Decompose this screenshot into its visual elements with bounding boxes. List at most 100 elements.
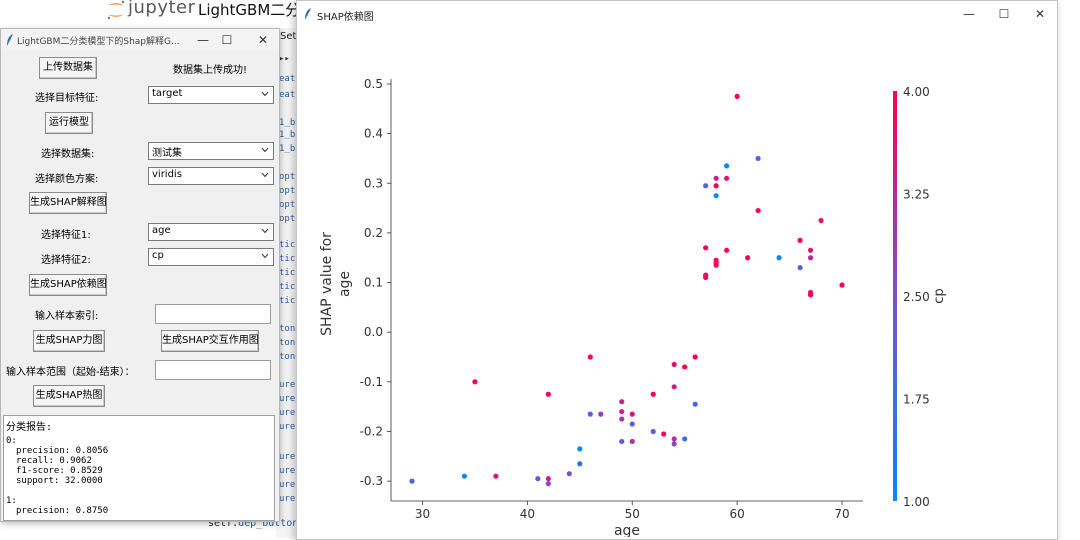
scatter-point [661, 431, 667, 437]
target-feature-combobox[interactable]: target [148, 86, 274, 104]
code-fragment: 1_b [279, 144, 296, 154]
tk-feather-icon [7, 34, 13, 46]
tk-window-title: LightGBM二分类模型下的Shap解释G... [17, 37, 180, 47]
code-fragment: 1_b [279, 130, 296, 140]
report-heading: 分类报告: [6, 422, 53, 433]
jupyter-logo-icon [107, 0, 125, 20]
generate-dependence-plot-button[interactable]: 生成SHAP依赖图 [29, 274, 107, 296]
x-tick-label: 70 [834, 507, 849, 521]
y-tick-label: 0.5 [364, 77, 383, 91]
colormap-label: 选择颜色方案: [35, 174, 99, 185]
report-line: support: 32.0000 [16, 476, 103, 486]
tk-feather-icon [305, 8, 311, 20]
scatter-point [713, 262, 719, 268]
code-fragment: ure [279, 466, 296, 476]
tk-titlebar[interactable]: LightGBM二分类模型下的Shap解释G... — ☐ ✕ [1, 29, 279, 51]
minimize-icon[interactable]: — [197, 33, 209, 47]
plot-axes: 30 40 50 60 70 -0.3 -0.2 -0.1 0.0 0.1 0.2 0.3 0.4 0.5… [319, 77, 863, 537]
scatter-point [724, 175, 730, 181]
scatter-point [409, 478, 415, 484]
scatter-point [745, 255, 751, 261]
scatter-point [703, 274, 709, 281]
scatter-point [682, 436, 688, 442]
colorbar: 1.00 1.75 2.50 3.25 4.00 cp [893, 85, 947, 509]
scatter-point [619, 409, 625, 415]
scatter-point [692, 401, 698, 407]
scatter-point [671, 361, 677, 368]
scatter-point [682, 364, 688, 370]
scatter-point [598, 411, 604, 417]
tk-app-window[interactable]: LightGBM二分类模型下的Shap解释G... — ☐ ✕ 上传数据集 数据… [0, 28, 280, 522]
upload-dataset-button[interactable]: 上传数据集 [39, 57, 97, 79]
code-fragment: opt [279, 186, 296, 196]
maximize-icon[interactable]: ☐ [998, 7, 1010, 21]
code-fragment: tic [279, 240, 296, 250]
target-feature-value: target [152, 88, 183, 99]
scatter-point [755, 207, 761, 214]
scatter-point [587, 411, 593, 417]
close-icon[interactable]: ✕ [1034, 7, 1046, 21]
y-axis-label: SHAP value for [319, 232, 335, 336]
code-fragment: ton [279, 352, 296, 362]
scatter-point [629, 421, 635, 427]
minimize-icon[interactable]: — [963, 7, 975, 21]
generate-interaction-plot-button[interactable]: 生成SHAP交互作用图 [161, 330, 259, 352]
shap-dependence-plot: 30 40 50 60 70 -0.3 -0.2 -0.1 0.0 0.1 0.2 0.3 0.4 0.5… [319, 77, 947, 537]
sample-index-input[interactable] [155, 304, 271, 324]
y-tick-label: -0.1 [360, 375, 383, 389]
scatter-point [650, 391, 656, 397]
code-fragment: ton [279, 324, 296, 334]
feature1-combobox[interactable]: age [148, 223, 274, 241]
scatter-point [713, 183, 719, 189]
generate-heatmap-button[interactable]: 生成SHAP热图 [33, 385, 105, 407]
code-fragment: opt [279, 214, 296, 224]
feature2-label: 选择特征2: [41, 255, 91, 266]
colormap-combobox[interactable]: viridis [148, 167, 274, 185]
shap-titlebar[interactable]: SHAP依赖图 — ☐ ✕ [297, 1, 1057, 27]
scatter-point [629, 438, 635, 445]
shap-plot-window[interactable]: SHAP依赖图 — ☐ ✕ 30 40 50 60 70 -0.3 -0.2 -0.1 0.0 0… [296, 0, 1058, 540]
scatter-point [724, 163, 730, 169]
generate-summary-plot-button[interactable]: 生成SHAP解释图 [29, 192, 107, 214]
x-tick-label: 50 [625, 507, 640, 521]
sample-range-input[interactable] [155, 360, 271, 380]
dataset-label: 选择数据集: [41, 149, 95, 160]
feature2-value: cp [152, 250, 164, 261]
scatter-point [692, 354, 698, 360]
report-line: precision: 0.8056 [16, 446, 109, 456]
dataset-combobox[interactable]: 测试集 [148, 142, 274, 160]
y-tick-label: 0.3 [364, 176, 383, 190]
code-fragment: eat [279, 90, 296, 100]
scatter-point [724, 247, 730, 253]
report-line: precision: 0.8750 [16, 506, 109, 516]
code-fragment: tic [279, 296, 296, 306]
maximize-icon[interactable]: ☐ [221, 33, 233, 47]
generate-force-plot-button[interactable]: 生成SHAP力图 [33, 330, 105, 352]
chevron-down-icon [261, 172, 269, 178]
notebook-title[interactable]: LightGBM二分 [198, 1, 301, 19]
scatter-point [703, 183, 709, 189]
x-tick-label: 30 [415, 507, 430, 521]
close-icon[interactable]: ✕ [257, 33, 269, 47]
code-fragment: ure [279, 422, 296, 432]
y-tick-label: 0.4 [364, 127, 383, 141]
feature2-combobox[interactable]: cp [148, 248, 274, 266]
chevron-down-icon [261, 91, 269, 97]
code-fragment: eat [279, 74, 296, 84]
code-fragment: ton [279, 338, 296, 348]
scatter-point [493, 473, 499, 479]
run-model-button[interactable]: 运行模型 [45, 112, 93, 134]
code-fragment: opt [279, 200, 296, 210]
scatter-point [703, 245, 709, 251]
scatter-point [839, 282, 845, 288]
scatter-point [776, 255, 782, 261]
colormap-value: viridis [152, 169, 182, 180]
sample-index-label: 输入样本索引: [35, 311, 99, 322]
classification-report-textbox[interactable]: 分类报告: 0: precision: 0.8056 recall: 0.906… [3, 415, 275, 521]
colorbar-tick-label: 4.00 [903, 85, 930, 99]
target-feature-label: 选择目标特征: [35, 93, 99, 104]
x-tick-label: 40 [520, 507, 535, 521]
y-tick-label: 0.0 [364, 325, 383, 339]
scatter-point [545, 476, 551, 482]
code-fragment: tic [279, 282, 296, 292]
